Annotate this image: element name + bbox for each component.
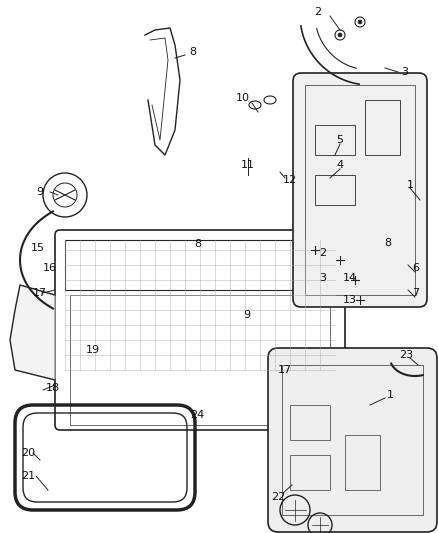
Text: 7: 7 <box>413 288 420 298</box>
Text: 24: 24 <box>190 410 204 420</box>
Bar <box>290 455 330 490</box>
Text: 22: 22 <box>271 492 285 502</box>
Text: 16: 16 <box>43 263 57 273</box>
Text: 3: 3 <box>402 67 409 77</box>
FancyBboxPatch shape <box>268 348 437 532</box>
Text: 20: 20 <box>21 448 35 458</box>
Text: 21: 21 <box>21 471 35 481</box>
FancyBboxPatch shape <box>293 73 427 307</box>
Text: 1: 1 <box>386 390 393 400</box>
Circle shape <box>358 20 362 24</box>
Polygon shape <box>10 285 55 380</box>
Text: 14: 14 <box>343 273 357 283</box>
Text: 9: 9 <box>244 310 251 320</box>
Bar <box>290 405 330 440</box>
Text: 18: 18 <box>46 383 60 393</box>
Text: 3: 3 <box>319 273 326 283</box>
Bar <box>282 365 423 515</box>
Text: 15: 15 <box>31 243 45 253</box>
Bar <box>315 175 355 205</box>
Text: 17: 17 <box>33 288 47 298</box>
Text: 5: 5 <box>336 135 343 145</box>
Bar <box>70 295 330 425</box>
Text: 8: 8 <box>190 47 197 57</box>
Text: 12: 12 <box>283 175 297 185</box>
Text: 2: 2 <box>319 248 327 258</box>
Bar <box>65 240 335 290</box>
Bar <box>345 435 380 490</box>
Text: 17: 17 <box>278 365 292 375</box>
Circle shape <box>338 33 342 37</box>
Text: 6: 6 <box>413 263 420 273</box>
Text: 4: 4 <box>336 160 343 170</box>
Bar <box>315 125 355 155</box>
Text: 1: 1 <box>406 180 413 190</box>
Text: 19: 19 <box>86 345 100 355</box>
Text: 23: 23 <box>399 350 413 360</box>
Text: 11: 11 <box>241 160 255 170</box>
Text: 8: 8 <box>194 239 201 249</box>
Text: 8: 8 <box>385 238 392 248</box>
Text: 13: 13 <box>343 295 357 305</box>
Text: 10: 10 <box>236 93 250 103</box>
Bar <box>305 85 415 295</box>
Bar <box>365 100 400 155</box>
Text: 9: 9 <box>36 187 43 197</box>
Text: 2: 2 <box>314 7 321 17</box>
